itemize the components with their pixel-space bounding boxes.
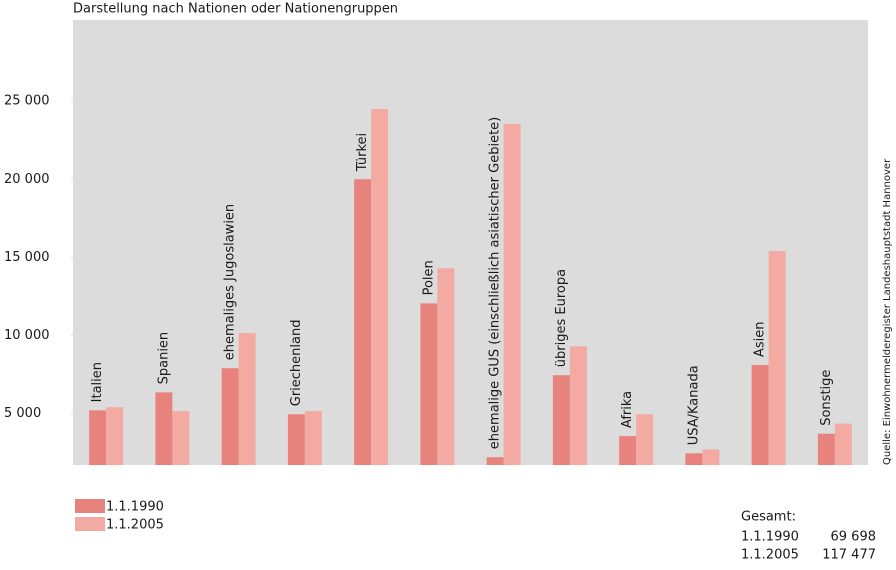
category-label: Asien: [753, 322, 768, 358]
y-tick-label: 10 000: [4, 328, 50, 343]
bar: [834, 423, 852, 465]
bar: [238, 333, 256, 465]
legend-swatch: [75, 499, 105, 513]
bar: [221, 368, 239, 465]
bar: [768, 251, 786, 465]
bar: [552, 375, 570, 465]
bar: [685, 453, 703, 465]
chart-subtitle: Darstellung nach Nationen oder Nationeng…: [73, 2, 398, 17]
bar: [702, 449, 720, 465]
bar: [172, 411, 190, 465]
total-value: 69 698: [831, 530, 877, 545]
bar: [486, 457, 504, 465]
bar: [89, 410, 107, 465]
category-label: übriges Europa: [554, 269, 569, 367]
category-label: Sonstige: [819, 370, 834, 426]
bar: [619, 436, 637, 465]
category-label: Griechenland: [289, 320, 304, 407]
bar: [636, 414, 654, 465]
legend-label: 1.1.1990: [106, 500, 164, 515]
plot-area: [73, 20, 868, 465]
category-label: Türkei: [355, 133, 370, 172]
bar: [354, 179, 372, 465]
bar: [420, 303, 438, 465]
total-date: 1.1.1990: [741, 530, 799, 545]
category-label: ehemalige GUS (einschließlich asiatische…: [488, 117, 503, 449]
category-label: USA/Kanada: [686, 365, 701, 445]
category-label: Spanien: [156, 332, 171, 385]
y-tick-label: 20 000: [4, 172, 50, 187]
category-label: ehemaliges Jugoslawien: [223, 204, 238, 360]
bar: [817, 433, 835, 465]
bar: [371, 109, 389, 465]
bar: [503, 123, 521, 465]
bar: [155, 392, 173, 465]
totals-title: Gesamt:: [741, 510, 796, 525]
category-label: Italien: [90, 362, 105, 402]
bar: [569, 346, 587, 465]
category-label: Afrika: [620, 391, 635, 428]
bar: [437, 268, 455, 465]
bar: [304, 411, 322, 465]
bar: [287, 414, 305, 465]
bar: [106, 407, 124, 465]
total-date: 1.1.2005: [741, 548, 799, 563]
legend-swatch: [75, 517, 105, 531]
source: Quelle: Einwohnermelderegister Landeshau…: [882, 158, 893, 465]
y-tick-label: 25 000: [4, 94, 50, 109]
legend-label: 1.1.2005: [106, 518, 164, 533]
bar: [751, 365, 769, 465]
total-value: 117 477: [822, 548, 876, 563]
y-tick-label: 15 000: [4, 250, 50, 265]
y-tick-label: 5 000: [4, 406, 41, 421]
category-label: Polen: [421, 260, 436, 295]
